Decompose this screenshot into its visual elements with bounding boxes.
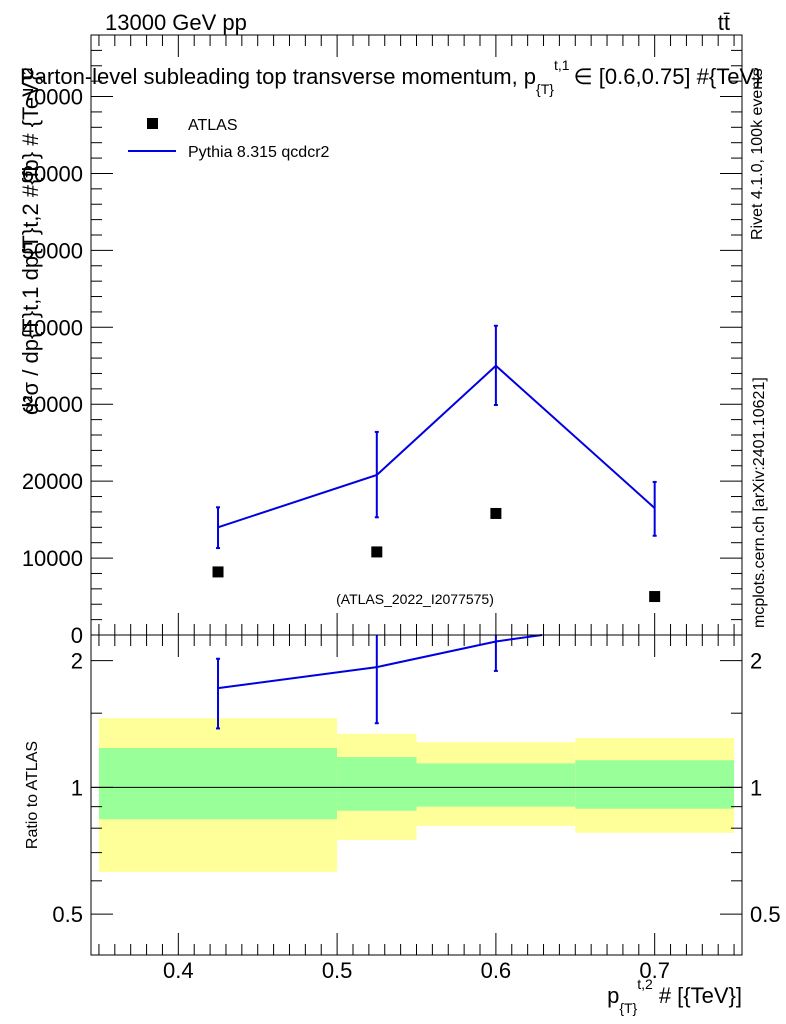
ratio-ytick-label: 2 xyxy=(71,649,83,674)
legend-pythia-label: Pythia 8.315 qcdcr2 xyxy=(188,144,330,161)
energy-label: 13000 GeV pp xyxy=(105,10,247,35)
main-ytick-label: 10000 xyxy=(22,546,83,571)
ratio-ytick-label: 0.5 xyxy=(52,902,83,927)
xtick-label: 0.7 xyxy=(639,958,670,983)
ratio-band-inner xyxy=(416,763,576,807)
legend-atlas-marker xyxy=(147,118,158,129)
ratio-plot-marks xyxy=(216,634,543,730)
main-ytick-label: 20000 xyxy=(22,469,83,494)
mcplots-label: mcplots.cern.ch [arXiv:2401.10621] xyxy=(751,377,768,628)
xtick-label: 0.4 xyxy=(163,958,194,983)
atlas-data-point xyxy=(649,591,661,603)
main-ylabel: d²σ / dp{T}t,1 dp{T}t,2 #{fb} # {TeV}² xyxy=(18,68,43,416)
pythia-line xyxy=(217,364,656,529)
ratio-band-inner xyxy=(98,748,338,820)
main-ytick-label: 70000 xyxy=(22,85,83,110)
main-ytick-label: 60000 xyxy=(22,161,83,186)
ratio-band-inner xyxy=(337,757,417,811)
main-ytick-label: 30000 xyxy=(22,392,83,417)
ratio-ytick-label-right: 1 xyxy=(750,775,762,800)
main-ytick-label: 0 xyxy=(71,623,83,648)
xtick-label: 0.6 xyxy=(481,958,512,983)
ratio-uncertainty-bands xyxy=(98,718,735,872)
atlas-data-point xyxy=(490,507,502,519)
atlas-data-point xyxy=(212,566,224,578)
process-label: tt̄ xyxy=(718,10,730,35)
ratio-band-inner xyxy=(575,760,735,809)
main-ytick-label: 50000 xyxy=(22,238,83,263)
ratio-ylabel: Ratio to ATLAS xyxy=(24,741,41,849)
ratio-ticks: 0.5 0.5 1 1 2 2 0.4 0.5 0.6 0.7 xyxy=(52,635,781,983)
ratio-ytick-label-right: 2 xyxy=(750,649,762,674)
main-ticks: 0 10000 20000 30000 40000 50000 60000 70000 xyxy=(22,34,742,648)
ratio-ytick-label: 1 xyxy=(71,775,83,800)
ratio-ytick-label-right: 0.5 xyxy=(750,902,781,927)
ratio-pythia-line xyxy=(217,634,543,690)
legend-atlas-label: ATLAS xyxy=(188,117,238,134)
x-axis-label: p{T}t,2 # [{TeV}] xyxy=(607,976,742,1016)
main-plot-marks xyxy=(212,324,661,603)
main-title: Parton-level subleading top transverse m… xyxy=(20,57,762,97)
rivet-label: Rivet 4.1.0, 100k events xyxy=(749,68,766,240)
ratio-plot-frame xyxy=(90,634,743,956)
xtick-label: 0.5 xyxy=(322,958,353,983)
atlas-data-point xyxy=(371,546,383,558)
main-ytick-label: 40000 xyxy=(22,315,83,340)
analysis-watermark: (ATLAS_2022_I2077575) xyxy=(336,591,494,607)
